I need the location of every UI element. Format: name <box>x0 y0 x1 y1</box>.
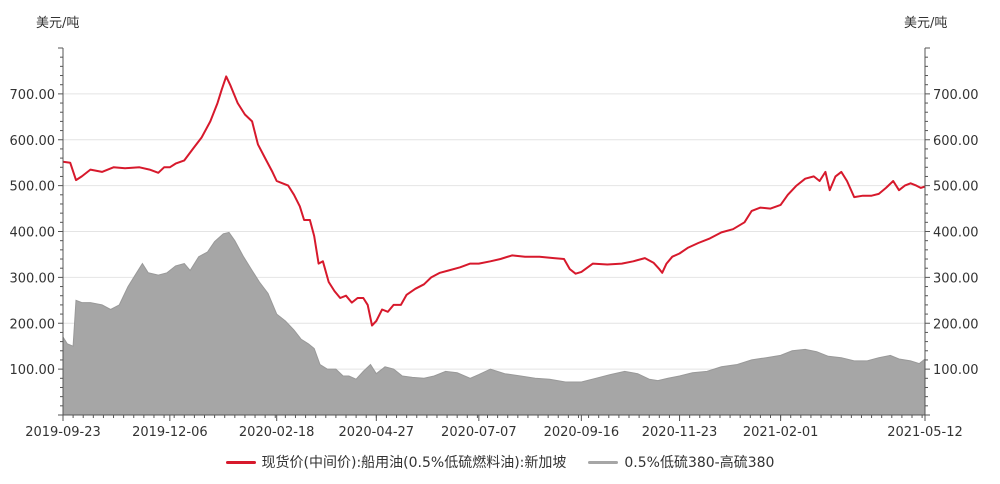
y-tick-label-right: 100.00 <box>933 363 979 378</box>
x-tick-label: 2021-02-01 <box>743 425 819 440</box>
y-tick-label-left: 500.00 <box>10 180 56 195</box>
legend-swatch-spread <box>588 460 619 464</box>
series-line-spot-price <box>62 75 926 327</box>
x-tick-label: 2020-02-18 <box>239 425 315 440</box>
y-tick-label-right: 200.00 <box>933 317 979 332</box>
legend-item-spot-price[interactable]: 现货价(中间价):船用油(0.5%低硫燃料油):新加坡 <box>225 452 567 472</box>
x-tick-label: 2019-12-06 <box>132 425 208 440</box>
y-tick-label-right: 700.00 <box>933 88 979 103</box>
y-tick-label-left: 600.00 <box>10 134 56 149</box>
y-unit-left: 美元/吨 <box>36 16 80 31</box>
y-tick-label-left: 300.00 <box>10 271 56 286</box>
legend-item-spread[interactable]: 0.5%低硫380-高硫380 <box>588 452 774 472</box>
y-tick-label-left: 200.00 <box>10 317 56 332</box>
y-tick-label-right: 300.00 <box>933 271 979 286</box>
series-area-spread <box>62 231 926 416</box>
x-tick-label: 2019-09-23 <box>25 425 101 440</box>
x-tick-label: 2020-11-23 <box>642 425 718 440</box>
y-tick-label-right: 400.00 <box>933 226 979 241</box>
x-tick-label: 2021-05-12 <box>887 425 963 440</box>
legend-label-spread: 0.5%低硫380-高硫380 <box>624 455 775 471</box>
y-tick-label-left: 700.00 <box>10 88 56 103</box>
x-tick-label: 2020-09-16 <box>544 425 620 440</box>
legend: 现货价(中间价):船用油(0.5%低硫燃料油):新加坡 0.5%低硫380-高硫… <box>0 452 1000 472</box>
y-tick-label-right: 600.00 <box>933 134 979 149</box>
x-tick-label: 2020-04-27 <box>339 425 415 440</box>
legend-label-spot-price: 现货价(中间价):船用油(0.5%低硫燃料油):新加坡 <box>261 455 567 471</box>
legend-swatch-spot-price <box>225 460 256 464</box>
y-unit-right: 美元/吨 <box>904 16 948 31</box>
y-tick-label-right: 500.00 <box>933 180 979 195</box>
x-tick-label: 2020-07-07 <box>441 425 517 440</box>
y-tick-label-left: 400.00 <box>10 226 56 241</box>
y-tick-label-left: 100.00 <box>10 363 56 378</box>
